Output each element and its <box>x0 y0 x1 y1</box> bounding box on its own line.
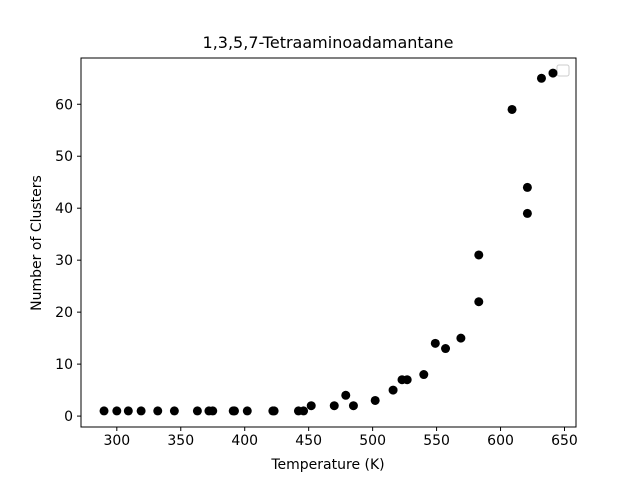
plot-frame <box>80 57 577 428</box>
point <box>306 401 316 411</box>
point <box>348 401 358 411</box>
point <box>474 297 484 307</box>
point <box>192 406 202 416</box>
x-tick-label: 450 <box>295 433 322 449</box>
x-tick-label: 350 <box>167 433 194 449</box>
x-tick-label: 550 <box>423 433 450 449</box>
point <box>112 406 122 416</box>
point <box>136 406 146 416</box>
point <box>507 104 517 114</box>
point <box>123 406 133 416</box>
point <box>329 401 339 411</box>
x-tick-label: 600 <box>487 433 514 449</box>
y-tick-label: 60 <box>55 97 73 113</box>
point <box>370 395 380 405</box>
point <box>388 385 398 395</box>
point <box>419 370 429 380</box>
x-axis-label: Temperature (K) <box>270 457 384 473</box>
point <box>456 333 466 343</box>
point <box>548 68 558 78</box>
point <box>430 338 440 348</box>
point <box>402 375 412 385</box>
point <box>441 344 451 354</box>
point <box>269 406 279 416</box>
point <box>299 406 309 416</box>
y-axis-label: Number of Clusters <box>29 175 45 311</box>
point <box>474 250 484 260</box>
point <box>229 406 239 416</box>
y-tick-label: 20 <box>55 305 73 321</box>
y-tick-label: 50 <box>55 149 73 165</box>
y-tick-label: 0 <box>64 409 73 425</box>
point <box>341 390 351 400</box>
chart-title: 1,3,5,7-Tetraaminoadamantane <box>203 33 454 52</box>
point <box>536 73 546 83</box>
point <box>242 406 252 416</box>
point <box>208 406 218 416</box>
point <box>522 208 532 218</box>
point <box>99 406 109 416</box>
x-tick-label: 500 <box>359 433 386 449</box>
point <box>153 406 163 416</box>
point <box>522 182 532 192</box>
x-tick-label: 650 <box>551 433 578 449</box>
y-tick-label: 40 <box>55 201 73 217</box>
y-tick-label: 30 <box>55 253 73 269</box>
legend-box <box>556 64 570 77</box>
point <box>169 406 179 416</box>
y-tick-label: 10 <box>55 357 73 373</box>
x-tick-label: 400 <box>231 433 258 449</box>
x-tick-label: 300 <box>103 433 130 449</box>
